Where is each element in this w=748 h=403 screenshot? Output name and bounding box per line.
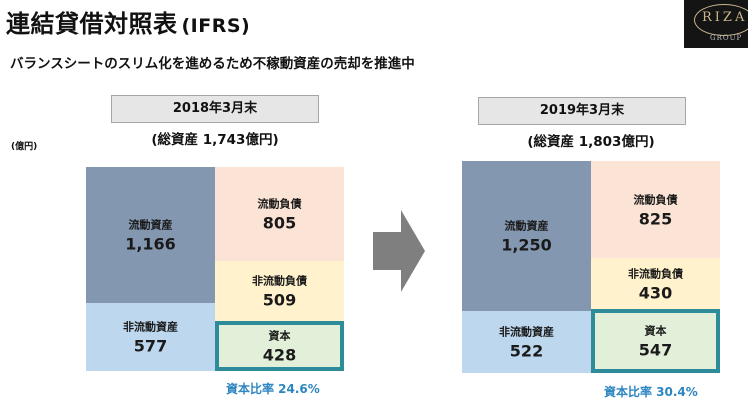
block-label: 非流動負債 (628, 267, 683, 280)
block-label: 非流動負債 (252, 274, 307, 288)
total-assets-2019: (総資産 1,803億円) (527, 134, 655, 150)
block-value: 577 (133, 336, 168, 356)
block-value: 1,250 (501, 235, 552, 255)
block-label: 流動負債 (257, 197, 302, 211)
unit-label: (億円) (11, 142, 38, 152)
block-current-assets-1: 流動資産 1,250 (462, 161, 591, 311)
block-label: 非流動資産 (499, 325, 554, 339)
block-non-current-assets-1: 非流動資産 522 (462, 311, 591, 373)
block-label: 流動資産 (504, 219, 549, 233)
block-value: 1,166 (125, 234, 176, 254)
balance-sheet-2018: 流動資産 1,166 非流動資産 577 流動負債 805 非流動負債 509 資本 428 (86, 167, 344, 371)
block-equity-0: 資本 428 (215, 321, 344, 371)
block-value: 547 (638, 340, 673, 360)
total-assets-2018: (総資産 1,743億円) (151, 132, 279, 148)
block-non-current-assets-0: 非流動資産 577 (86, 303, 215, 371)
company-logo: RIZAP GROUP (684, 0, 748, 48)
block-current-liabilities-1: 流動負債 825 (591, 161, 720, 258)
block-label: 流動資産 (128, 218, 173, 232)
balance-sheet-2019: 流動資産 1,250 非流動資産 522 流動負債 825 非流動負債 430 資本 547 (462, 161, 720, 373)
block-value: 805 (262, 213, 297, 233)
equity-ratio-2019: 資本比率 30.4% (604, 385, 698, 399)
block-value: 522 (509, 341, 544, 361)
block-label: 流動負債 (633, 193, 678, 206)
block-value: 825 (638, 209, 673, 228)
block-equity-1: 資本 547 (591, 309, 720, 373)
arrow-right-icon (373, 210, 425, 292)
block-value: 509 (262, 290, 297, 310)
block-current-assets-0: 流動資産 1,166 (86, 167, 215, 303)
period-label-2019: 2019年3月末 (478, 97, 686, 125)
page-title: 連結貸借対照表 (IFRS) (6, 10, 251, 38)
block-current-liabilities-0: 流動負債 805 (215, 167, 344, 261)
block-value: 428 (262, 345, 297, 365)
block-value: 430 (638, 283, 673, 302)
block-label: 資本 (268, 329, 291, 343)
block-non-current-liabilities-1: 非流動負債 430 (591, 258, 720, 309)
page-subtitle: バランスシートのスリム化を進めるため不稼動資産の売却を推進中 (10, 56, 415, 72)
block-non-current-liabilities-0: 非流動負債 509 (215, 261, 344, 321)
equity-ratio-2018: 資本比率 24.6% (226, 382, 320, 396)
block-label: 非流動資産 (123, 320, 178, 334)
block-label: 資本 (644, 324, 667, 338)
period-label-2018: 2018年3月末 (111, 95, 319, 123)
